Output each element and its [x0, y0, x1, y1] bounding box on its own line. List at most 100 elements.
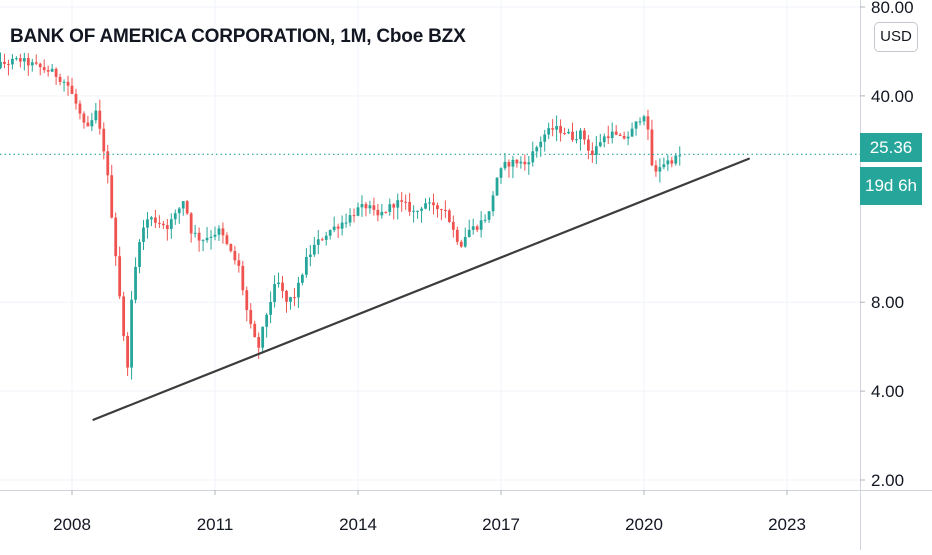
candle-body	[177, 208, 181, 214]
candle-body	[340, 222, 344, 229]
candle-body	[42, 67, 46, 71]
candle-body	[134, 266, 137, 300]
candle-body	[0, 61, 2, 68]
candle-body	[50, 68, 54, 72]
candle-body	[539, 141, 543, 148]
candle-body	[666, 160, 670, 165]
candle-body	[86, 122, 90, 127]
candle-body	[360, 204, 364, 208]
candle-body	[130, 299, 133, 368]
candle-body	[575, 139, 578, 141]
candle-body	[173, 213, 177, 220]
candle-body	[614, 131, 618, 135]
currency-button[interactable]: USD	[874, 22, 918, 52]
candle-body	[82, 113, 86, 123]
candle-body	[527, 162, 531, 165]
candle-body	[368, 205, 372, 209]
candle-body	[193, 232, 197, 234]
candle-body	[483, 219, 487, 221]
candle-body	[161, 223, 165, 226]
candle-body	[54, 68, 58, 77]
candle-body	[392, 204, 396, 208]
candle-body	[14, 58, 18, 60]
candle-body	[432, 202, 435, 206]
candle-body	[285, 290, 288, 302]
candle-body	[559, 126, 562, 134]
candle-body	[586, 139, 590, 151]
candle-body	[336, 226, 340, 229]
candle-body	[590, 150, 594, 155]
candle-body	[90, 120, 94, 127]
candle-body	[70, 85, 74, 94]
candle-body	[630, 128, 634, 137]
candle-body	[197, 232, 201, 241]
candle-body	[364, 204, 368, 209]
candle-body	[511, 159, 515, 167]
candle-body	[98, 110, 102, 129]
candle-body	[289, 297, 292, 302]
candle-body	[622, 135, 626, 139]
candle-body	[436, 205, 439, 210]
candle-body	[471, 226, 475, 230]
y-tick-label: 80.00	[871, 0, 914, 17]
candle-body	[440, 209, 443, 211]
candle-body	[416, 210, 419, 212]
candle-body	[253, 323, 257, 338]
candle-body	[106, 151, 110, 176]
candle-body	[118, 256, 122, 297]
candle-body	[110, 175, 114, 218]
candle-body	[662, 164, 666, 168]
candle-body	[594, 146, 598, 155]
candle-body	[519, 161, 523, 164]
y-tick-label: 8.00	[871, 293, 904, 312]
candle-body	[634, 121, 638, 129]
candle-body	[563, 133, 566, 135]
candle-body	[114, 217, 118, 257]
candle-body	[58, 76, 62, 82]
candle-body	[150, 217, 153, 220]
candle-body	[598, 142, 602, 147]
candle-body	[213, 234, 217, 237]
candle-body	[543, 134, 547, 142]
candle-body	[356, 207, 360, 216]
candle-body	[257, 337, 261, 348]
candle-body	[670, 160, 674, 164]
candle-body	[229, 243, 233, 252]
overlay-layer	[0, 153, 860, 421]
candle-body	[467, 229, 471, 238]
candle-body	[237, 260, 241, 266]
candle-body	[455, 229, 459, 242]
chart-title: BANK OF AMERICA CORPORATION, 1M, Cboe BZ…	[10, 26, 466, 47]
candle-body	[324, 235, 328, 240]
candle-body	[74, 93, 78, 104]
candle-body	[78, 103, 82, 114]
candle-body	[169, 219, 173, 229]
candle-body	[122, 296, 126, 336]
candle-body	[209, 236, 213, 238]
candle-body	[297, 282, 300, 298]
candle-body	[332, 226, 336, 231]
candle-body	[269, 302, 273, 315]
x-tick-label: 2014	[339, 515, 377, 534]
candle-body	[277, 282, 280, 285]
candle-body	[451, 221, 455, 230]
candle-body	[654, 165, 658, 172]
candle-body	[380, 211, 384, 216]
candle-body	[638, 121, 642, 123]
candle-body	[642, 116, 646, 122]
bar-countdown-tag: 19d 6h	[860, 167, 922, 205]
trendline[interactable]	[92, 157, 750, 421]
candle-body	[618, 134, 622, 136]
candle-body	[610, 131, 614, 139]
candle-body	[94, 110, 98, 121]
candle-body	[62, 81, 66, 83]
candle-body	[30, 62, 34, 66]
candle-body	[487, 211, 491, 220]
candle-body	[531, 151, 535, 163]
candle-body	[479, 220, 483, 230]
candle-body	[658, 167, 662, 172]
candle-body	[46, 70, 50, 72]
candle-body	[146, 219, 149, 228]
candle-body	[404, 201, 408, 203]
